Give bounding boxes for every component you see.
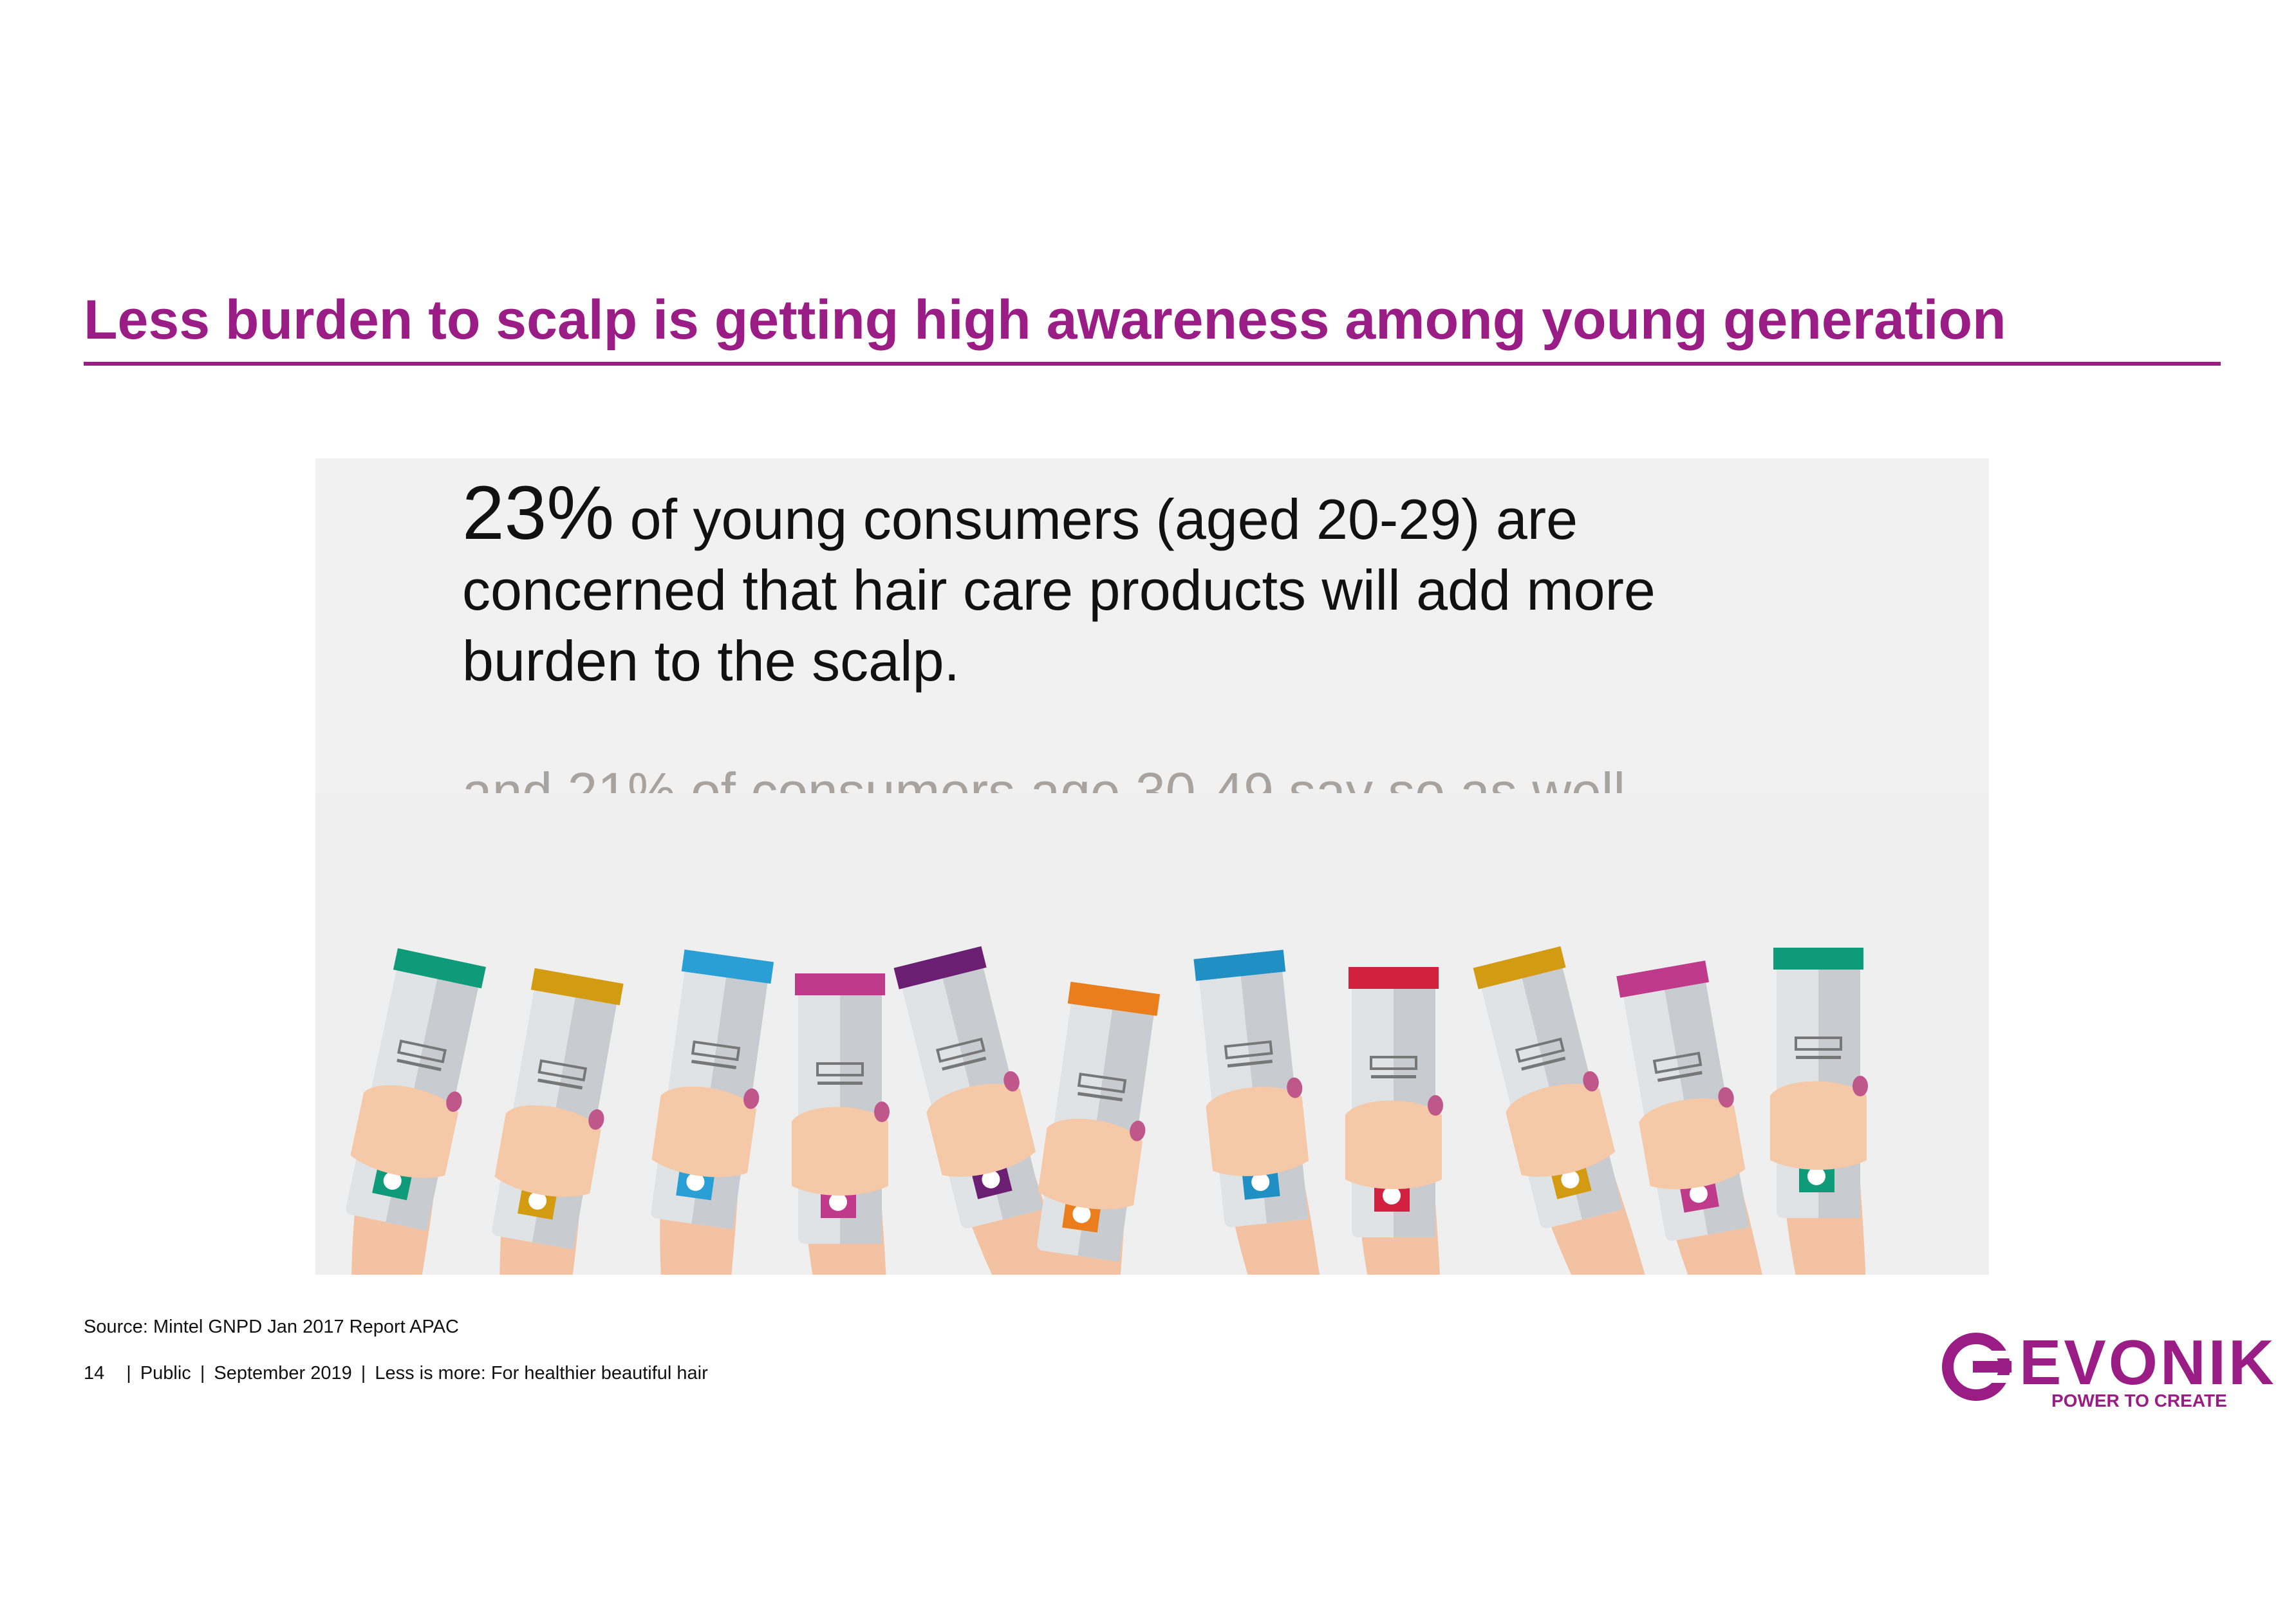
footer-separator: | <box>360 1363 366 1384</box>
bottle-6 <box>1037 981 1161 1275</box>
highlight-panel: 23% of young consumers (aged 20-29) are … <box>315 458 1989 1275</box>
bottle-9 <box>1473 946 1657 1275</box>
key-percentage: 23% <box>462 471 615 556</box>
footer-separator: | <box>126 1363 131 1384</box>
evonik-logo: EVONIK POWER TO CREATE <box>1934 1327 2274 1415</box>
bottle-1 <box>346 948 486 1275</box>
footer-separator: | <box>200 1363 205 1384</box>
bottle-10 <box>1616 961 1776 1275</box>
bottle-2 <box>492 968 624 1275</box>
key-statistic-statement: 23% of young consumers (aged 20-29) are … <box>462 475 1814 697</box>
bottle-11 <box>1770 948 1868 1275</box>
logo-wordmark: EVONIK <box>2019 1327 2277 1398</box>
bottle-3 <box>651 949 774 1275</box>
hands-holding-bottles-illustration <box>315 793 1989 1275</box>
logo-tagline: POWER TO CREATE <box>2051 1391 2227 1411</box>
footer-document-title: Less is more: For healthier beautiful ha… <box>375 1363 708 1384</box>
page-number: 14 <box>84 1363 105 1384</box>
title-underline <box>84 362 2221 366</box>
evonik-logo-mark-icon <box>1942 1333 2011 1401</box>
slide-title: Less burden to scalp is getting high awa… <box>84 289 2006 351</box>
bottle-4 <box>792 973 890 1275</box>
bottle-8 <box>1345 967 1443 1275</box>
key-statement-text: of young consumers (aged 20-29) are conc… <box>462 487 1656 693</box>
footer-classification: Public <box>140 1363 191 1384</box>
footer-date: September 2019 <box>214 1363 352 1384</box>
source-note: Source: Mintel GNPD Jan 2017 Report APAC <box>84 1317 459 1337</box>
footer: 14 | Public | September 2019 | Less is more: F… <box>84 1363 717 1384</box>
bottle-5 <box>893 946 1078 1275</box>
bottle-7 <box>1193 950 1327 1275</box>
